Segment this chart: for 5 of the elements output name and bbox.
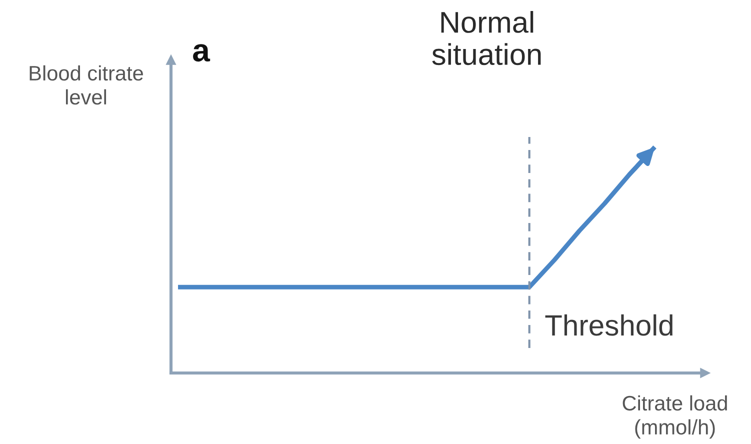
y-axis-title: Blood citrate level bbox=[30, 65, 143, 105]
text: a bbox=[193, 44, 210, 62]
annotation: Threshold bbox=[545, 314, 672, 336]
x-axis-title: Citrate load (mmol/h) bbox=[622, 395, 727, 439]
chart-title: Normal situation bbox=[432, 11, 541, 66]
